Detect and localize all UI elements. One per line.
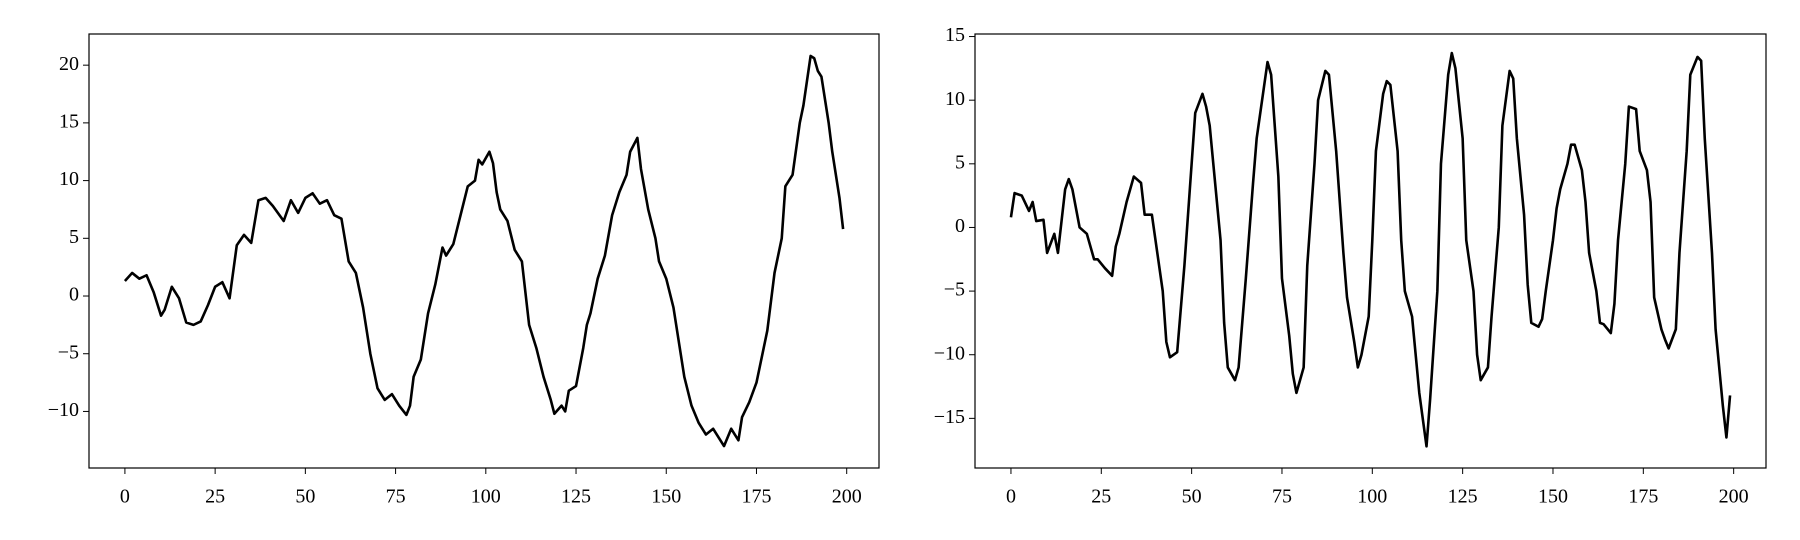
axes-frame	[974, 33, 1767, 469]
y-tick-label: 15	[59, 110, 79, 132]
line-series	[1009, 51, 1732, 448]
x-tick-label: 150	[1538, 486, 1568, 508]
x-tick-label: 25	[205, 486, 225, 508]
x-tick-label: 175	[1628, 486, 1658, 508]
y-tick-label: 0	[69, 284, 79, 306]
y-tick-label: 20	[59, 53, 79, 75]
y-tick-label: 10	[59, 168, 79, 190]
x-tick-label: 75	[386, 486, 406, 508]
y-tick-label: 15	[945, 24, 965, 46]
x-tick-label: 0	[120, 486, 130, 508]
axes-frame	[88, 33, 880, 469]
x-tick-label: 200	[1719, 486, 1749, 508]
x-tick-label: 100	[471, 486, 501, 508]
y-tick-label: 5	[69, 226, 79, 248]
x-tick-label: 175	[741, 486, 771, 508]
x-tick-label: 100	[1357, 486, 1387, 508]
x-tick-label: 150	[651, 486, 681, 508]
x-tick-label: 75	[1272, 486, 1292, 508]
x-tick-label: 200	[832, 486, 862, 508]
x-tick-label: 125	[1448, 486, 1478, 508]
y-tick-label: 0	[955, 215, 965, 237]
y-tick-label: −10	[48, 399, 79, 421]
x-tick-label: 50	[295, 486, 315, 508]
y-tick-label: 10	[945, 88, 965, 110]
x-tick-label: 50	[1182, 486, 1202, 508]
y-tick-label: −5	[944, 279, 965, 301]
x-tick-label: 25	[1091, 486, 1111, 508]
x-tick-label: 0	[1006, 486, 1016, 508]
y-tick-label: −15	[934, 406, 965, 428]
y-tick-label: −5	[58, 341, 79, 363]
y-tick-label: 5	[955, 151, 965, 173]
y-tick-label: −10	[934, 342, 965, 364]
line-series	[123, 54, 845, 448]
x-tick-label: 125	[561, 486, 591, 508]
